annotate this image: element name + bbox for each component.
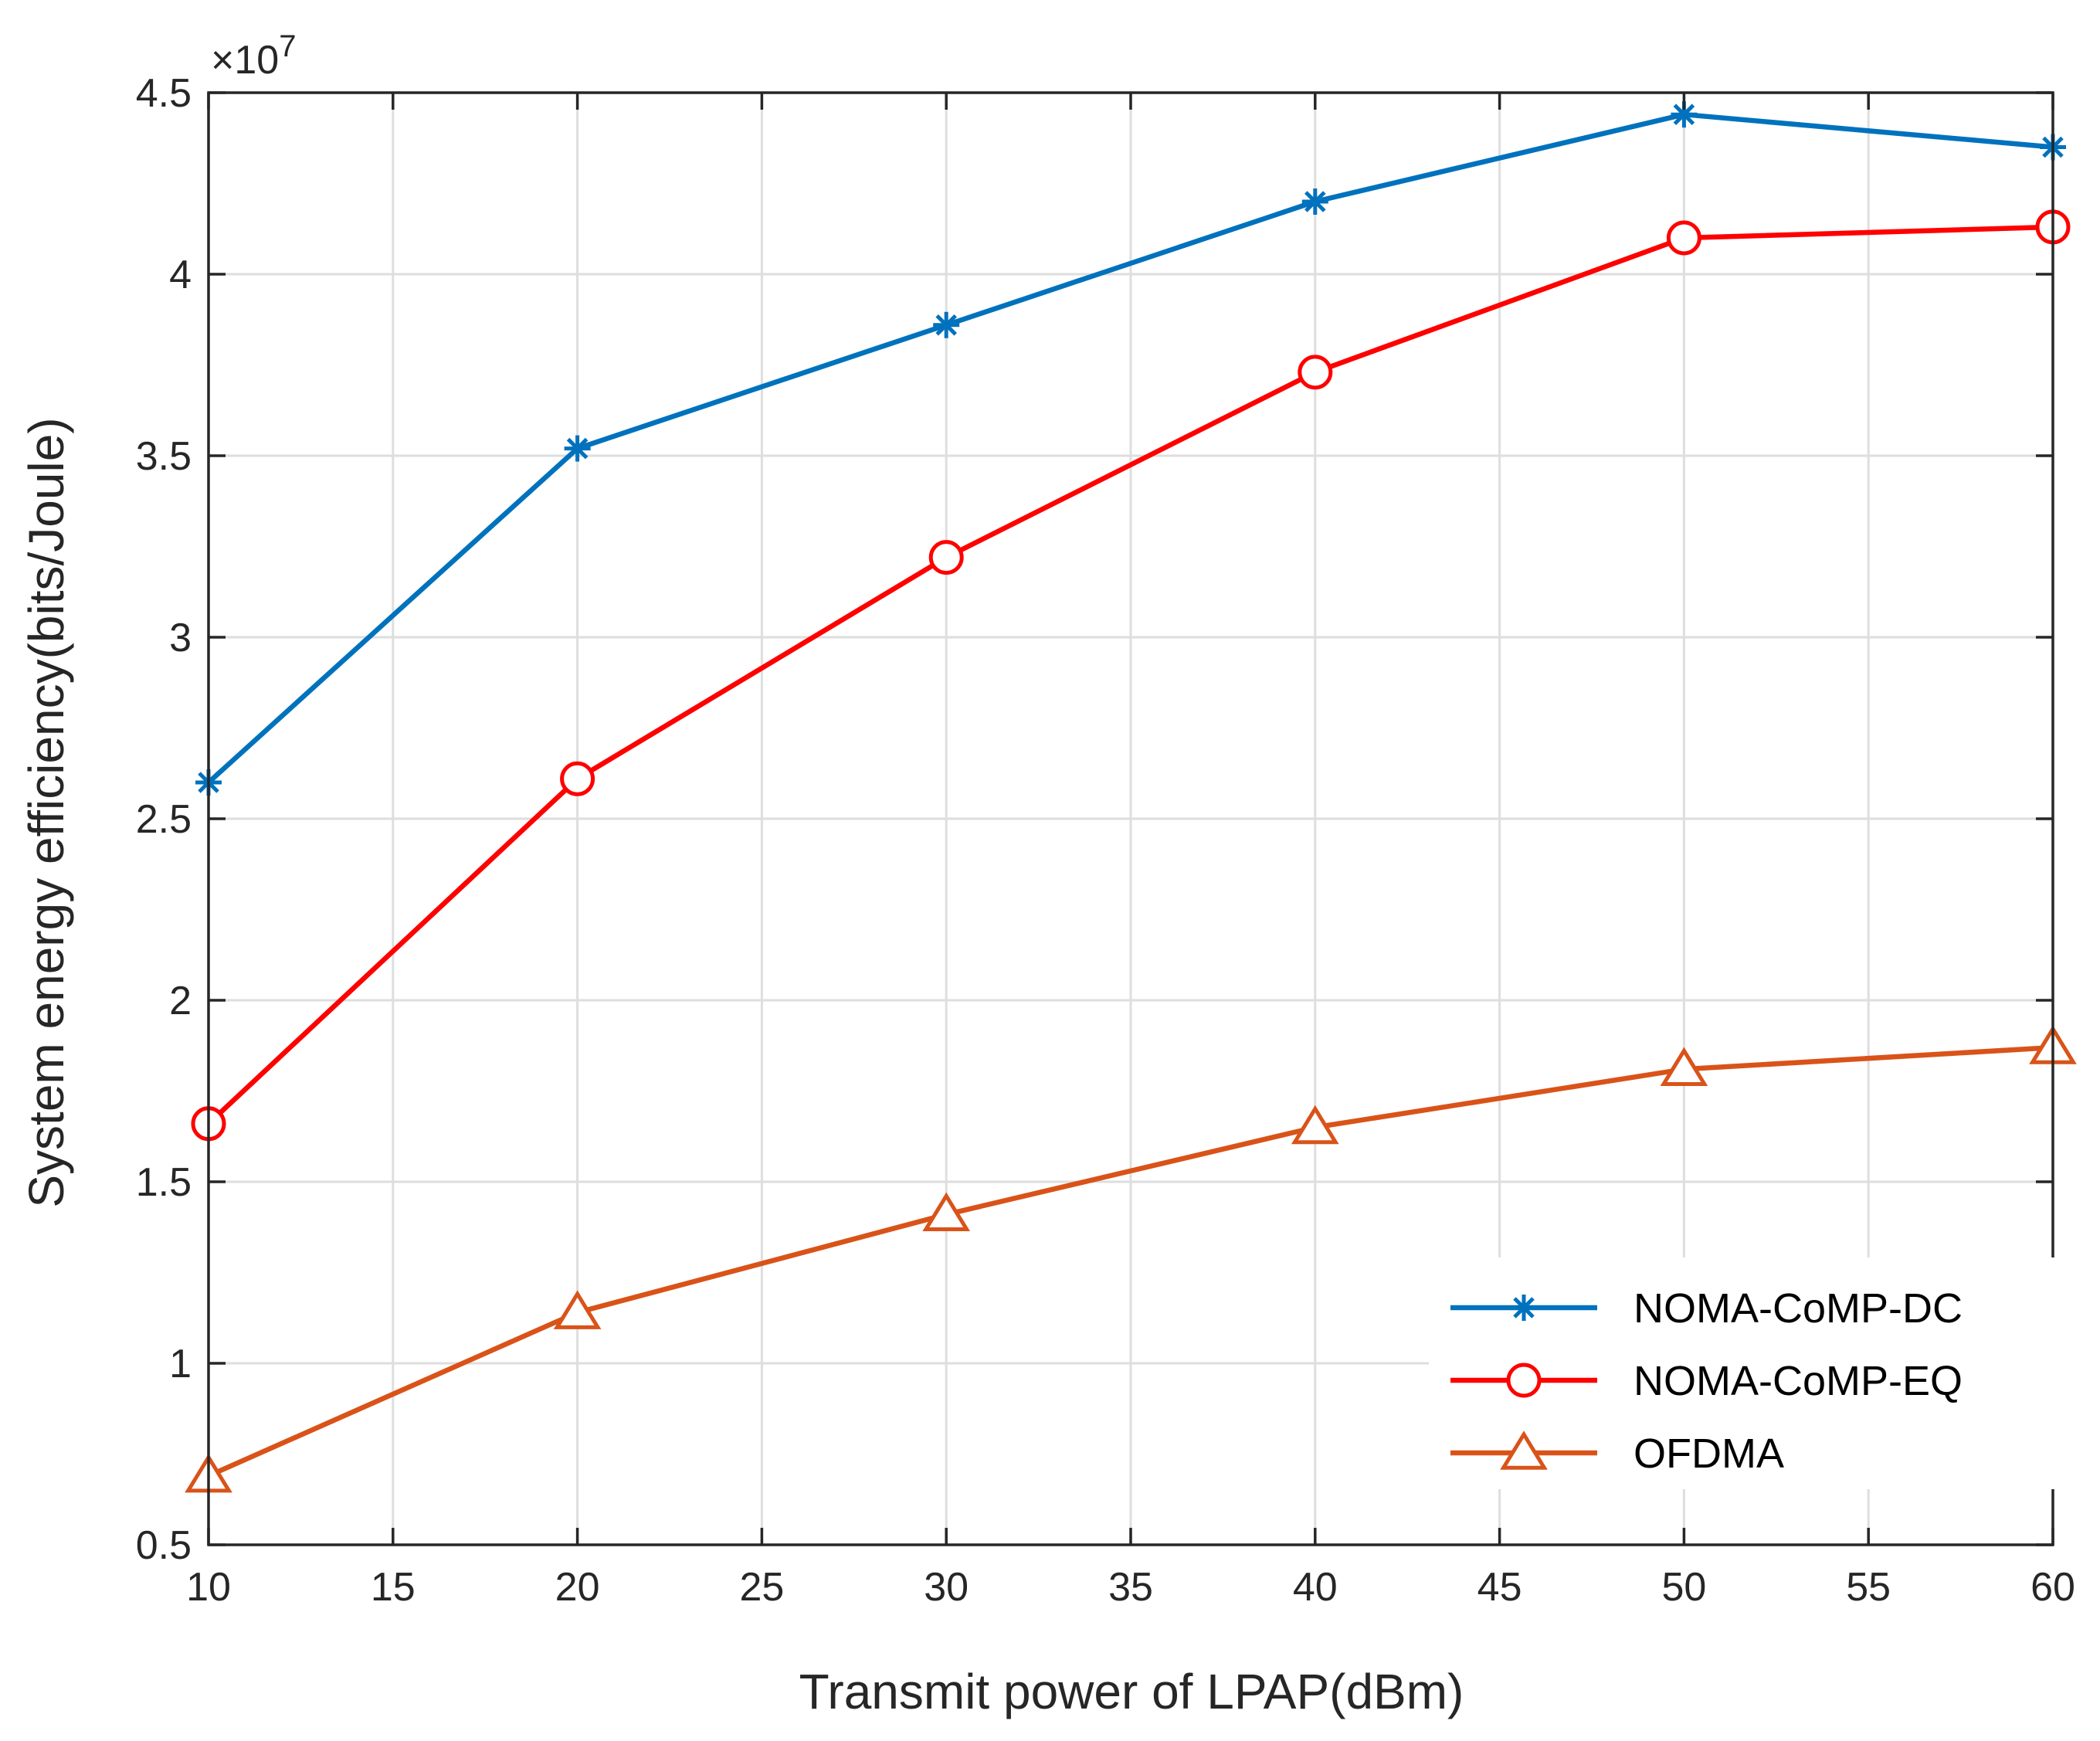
series-line-noma-comp-dc	[206, 111, 2054, 785]
plot-series	[185, 101, 2077, 1493]
data-point-noma-comp-dc	[933, 311, 960, 338]
y-tick-label: 1	[169, 1342, 192, 1386]
x-tick-label: 55	[1846, 1565, 1891, 1610]
x-tick-label: 50	[1661, 1565, 1706, 1610]
legend-item-noma-comp-eq: NOMA-CoMP-EQ	[1450, 1358, 1963, 1404]
data-point-ofdma	[1291, 1105, 1339, 1145]
series-line-ofdma	[207, 1044, 2054, 1478]
x-tick-label: 35	[1108, 1565, 1153, 1610]
y-exponent-base: ×10	[211, 38, 279, 83]
legend-item-ofdma: OFDMA	[1450, 1430, 1784, 1477]
y-tick-label: 4	[169, 253, 192, 297]
x-tick-label: 10	[186, 1565, 231, 1610]
y-tick-label: 4.5	[136, 71, 192, 116]
x-tick-label: 40	[1293, 1565, 1338, 1610]
x-tick-label: 20	[555, 1565, 600, 1610]
legend-label: NOMA-CoMP-EQ	[1634, 1358, 1963, 1404]
y-tick-label: 0.5	[136, 1523, 192, 1568]
data-point-noma-comp-eq	[1298, 355, 1333, 390]
x-axis-title: Transmit power of LPAP(dBm)	[799, 1664, 1464, 1719]
legend-marker	[1511, 1295, 1537, 1321]
axis-ticks: 10 15 20 25 30 35 40 45 50 55 60 0.5 1 1.5 2 2.5 3 3.5 4 4.…	[136, 71, 2075, 1610]
x-tick-label: 25	[739, 1565, 784, 1610]
x-tick-label: 15	[371, 1565, 416, 1610]
legend-label: NOMA-CoMP-DC	[1634, 1285, 1963, 1332]
legend-item-noma-comp-dc: NOMA-CoMP-DC	[1450, 1285, 1963, 1332]
series-line-noma-comp-eq	[206, 224, 2054, 1126]
y-tick-label: 2	[169, 979, 192, 1023]
data-point-noma-comp-dc	[1301, 188, 1328, 215]
legend: NOMA-CoMP-DC NOMA-CoMP-EQ OFDMA	[1429, 1257, 2078, 1489]
y-exponent-power: 7	[279, 29, 296, 63]
data-point-noma-comp-eq	[928, 540, 964, 575]
data-point-ofdma	[922, 1192, 971, 1231]
data-point-ofdma	[553, 1290, 602, 1329]
y-tick-label: 1.5	[136, 1160, 192, 1205]
x-tick-label: 30	[924, 1565, 969, 1610]
y-tick-label: 3	[169, 616, 192, 660]
legend-label: OFDMA	[1634, 1430, 1784, 1477]
legend-marker	[1500, 1430, 1548, 1470]
y-tick-label: 2.5	[136, 797, 192, 842]
data-point-noma-comp-eq	[1666, 220, 1701, 256]
y-axis-exponent: ×107	[211, 29, 296, 83]
data-point-noma-comp-dc	[564, 435, 591, 462]
y-tick-label: 3.5	[136, 434, 192, 479]
y-axis-title: System energy efficiency(bits/Joule)	[19, 417, 74, 1207]
legend-marker	[1506, 1363, 1542, 1398]
data-point-ofdma	[1660, 1047, 1708, 1086]
data-point-noma-comp-eq	[560, 761, 595, 796]
x-tick-label: 45	[1477, 1565, 1522, 1610]
x-tick-label: 60	[2030, 1565, 2075, 1610]
